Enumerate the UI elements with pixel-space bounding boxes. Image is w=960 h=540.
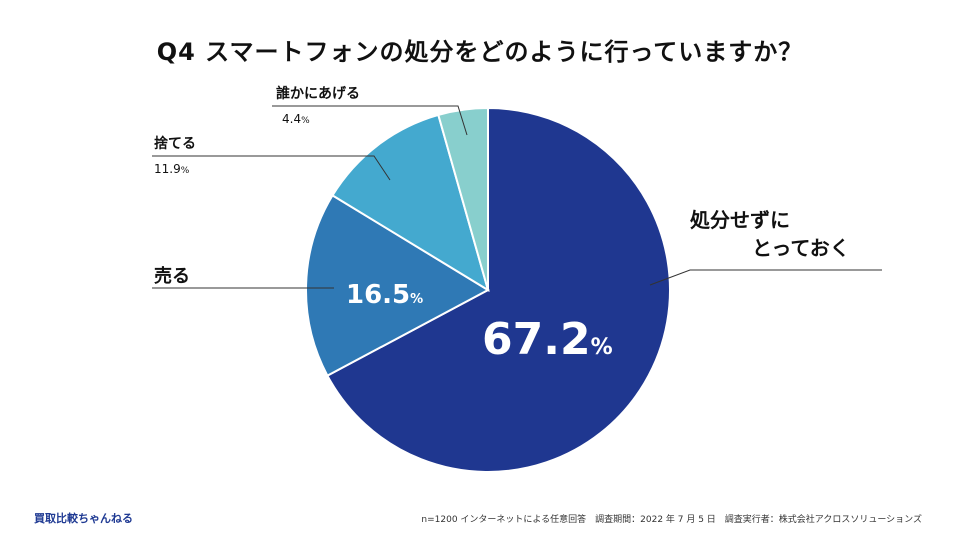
value-give: 4.4% (282, 112, 310, 126)
label-discard: 捨てる (154, 136, 196, 152)
pie-slice-discard (331, 113, 490, 293)
label-keep-line2: とっておく (752, 236, 850, 260)
value-sell: 16.5% (346, 280, 424, 310)
pie-slice-keep (326, 106, 671, 473)
chart-title: Q4 スマートフォンの処分をどのように行っていますか？ (156, 38, 804, 66)
pie-slice-give (437, 106, 489, 291)
leader-line-give (272, 105, 468, 136)
pie-slice-sell (305, 194, 491, 378)
leader-line-discard (152, 155, 391, 181)
leader-line-keep (649, 269, 882, 286)
footer-brand: 買取比較ちゃんねる (34, 512, 133, 525)
value-keep: 67.2% (482, 314, 613, 365)
footer-note: n=1200 インターネットによる任意回答 調査期間：2022 年 7 月 5 … (421, 515, 922, 525)
label-give: 誰かにあげる (276, 86, 360, 102)
label-keep-line1: 処分せずに (690, 208, 790, 232)
label-sell: 売る (154, 266, 190, 287)
value-discard: 11.9% (154, 162, 190, 176)
